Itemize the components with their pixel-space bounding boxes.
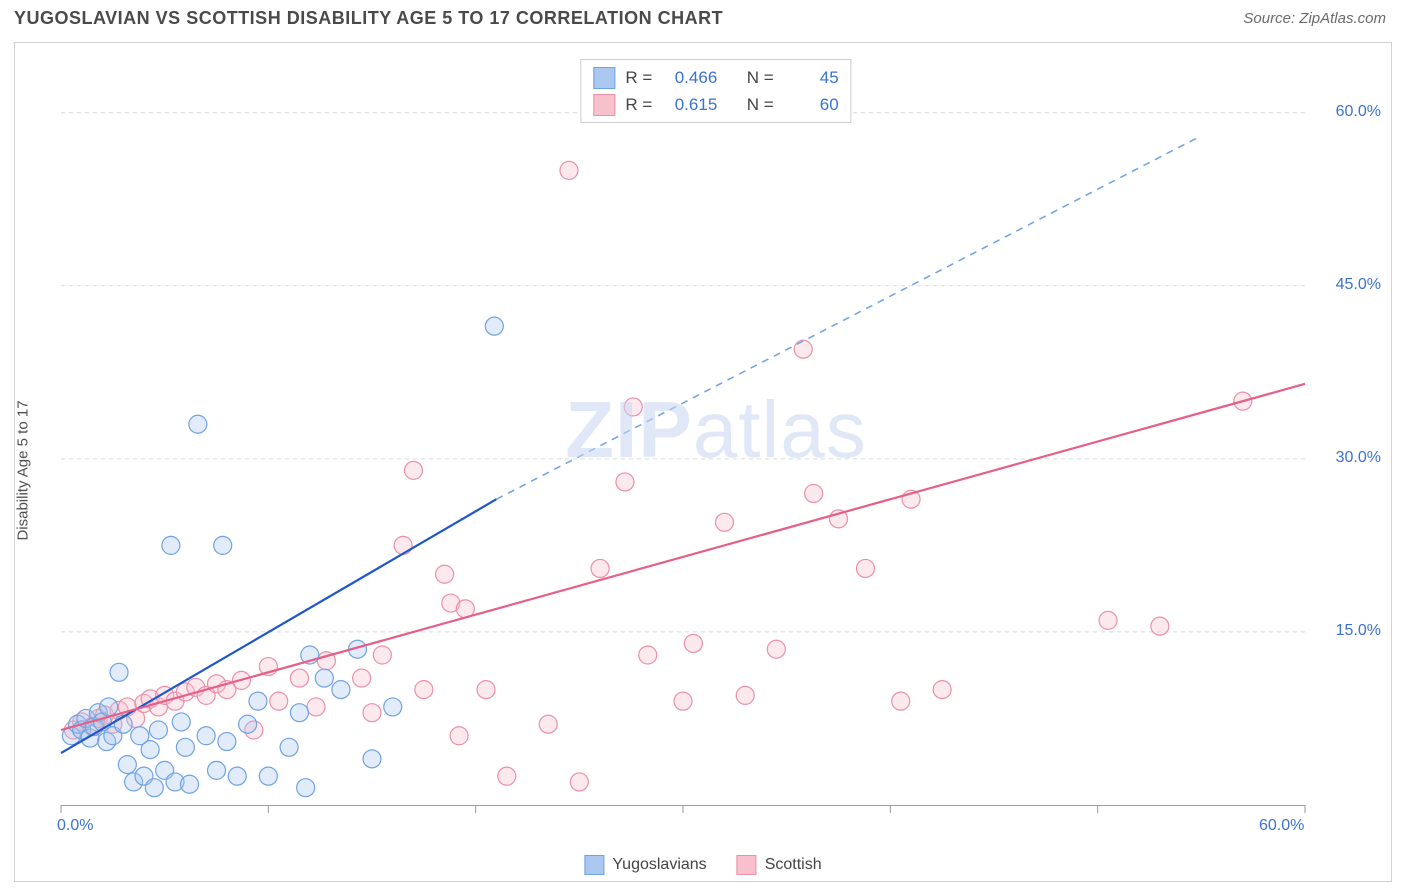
legend-n-label: N = xyxy=(747,91,774,118)
chart-title: YUGOSLAVIAN VS SCOTTISH DISABILITY AGE 5… xyxy=(14,8,723,29)
series-legend-label: Scottish xyxy=(765,856,822,874)
legend-n-label: N = xyxy=(747,64,774,91)
y-tick-label: 15.0% xyxy=(1336,622,1381,640)
legend-r-label: R = xyxy=(625,91,652,118)
legend-n-value: 60 xyxy=(784,91,839,118)
legend-r-value: 0.466 xyxy=(662,64,717,91)
legend-r-label: R = xyxy=(625,64,652,91)
legend-swatch xyxy=(593,67,615,89)
y-tick-label: 60.0% xyxy=(1336,103,1381,121)
legend-swatch xyxy=(584,855,604,875)
source-prefix: Source: xyxy=(1243,10,1299,27)
chart-header: YUGOSLAVIAN VS SCOTTISH DISABILITY AGE 5… xyxy=(0,0,1406,35)
chart-container: Disability Age 5 to 17 ZIPatlas R =0.466… xyxy=(14,42,1392,882)
series-legend-item: Scottish xyxy=(737,855,822,875)
x-tick-label: 60.0% xyxy=(1259,817,1304,835)
source-attribution: Source: ZipAtlas.com xyxy=(1243,10,1386,27)
legend-swatch xyxy=(593,94,615,116)
y-axis-label: Disability Age 5 to 17 xyxy=(15,400,32,540)
legend-r-value: 0.615 xyxy=(662,91,717,118)
source-name: ZipAtlas.com xyxy=(1299,10,1386,27)
x-tick-label: 0.0% xyxy=(57,817,93,835)
legend-n-value: 45 xyxy=(784,64,839,91)
series-legend-item: Yugoslavians xyxy=(584,855,706,875)
plot-area: ZIPatlas R =0.466 N =45R =0.615 N =60 xyxy=(57,51,1375,841)
series-legend-label: Yugoslavians xyxy=(612,856,706,874)
correlation-legend-row: R = 0.615 N = 60 xyxy=(593,91,838,118)
series-legend: Yugoslavians Scottish xyxy=(584,855,821,875)
y-tick-label: 30.0% xyxy=(1336,449,1381,467)
correlation-legend-row: R = 0.466 N = 45 xyxy=(593,64,838,91)
scatter-plot-svg xyxy=(57,51,1375,841)
correlation-legend: R = 0.466 N = 45 R = 0.615 N = 60 xyxy=(580,59,851,123)
legend-swatch xyxy=(737,855,757,875)
y-tick-label: 45.0% xyxy=(1336,276,1381,294)
